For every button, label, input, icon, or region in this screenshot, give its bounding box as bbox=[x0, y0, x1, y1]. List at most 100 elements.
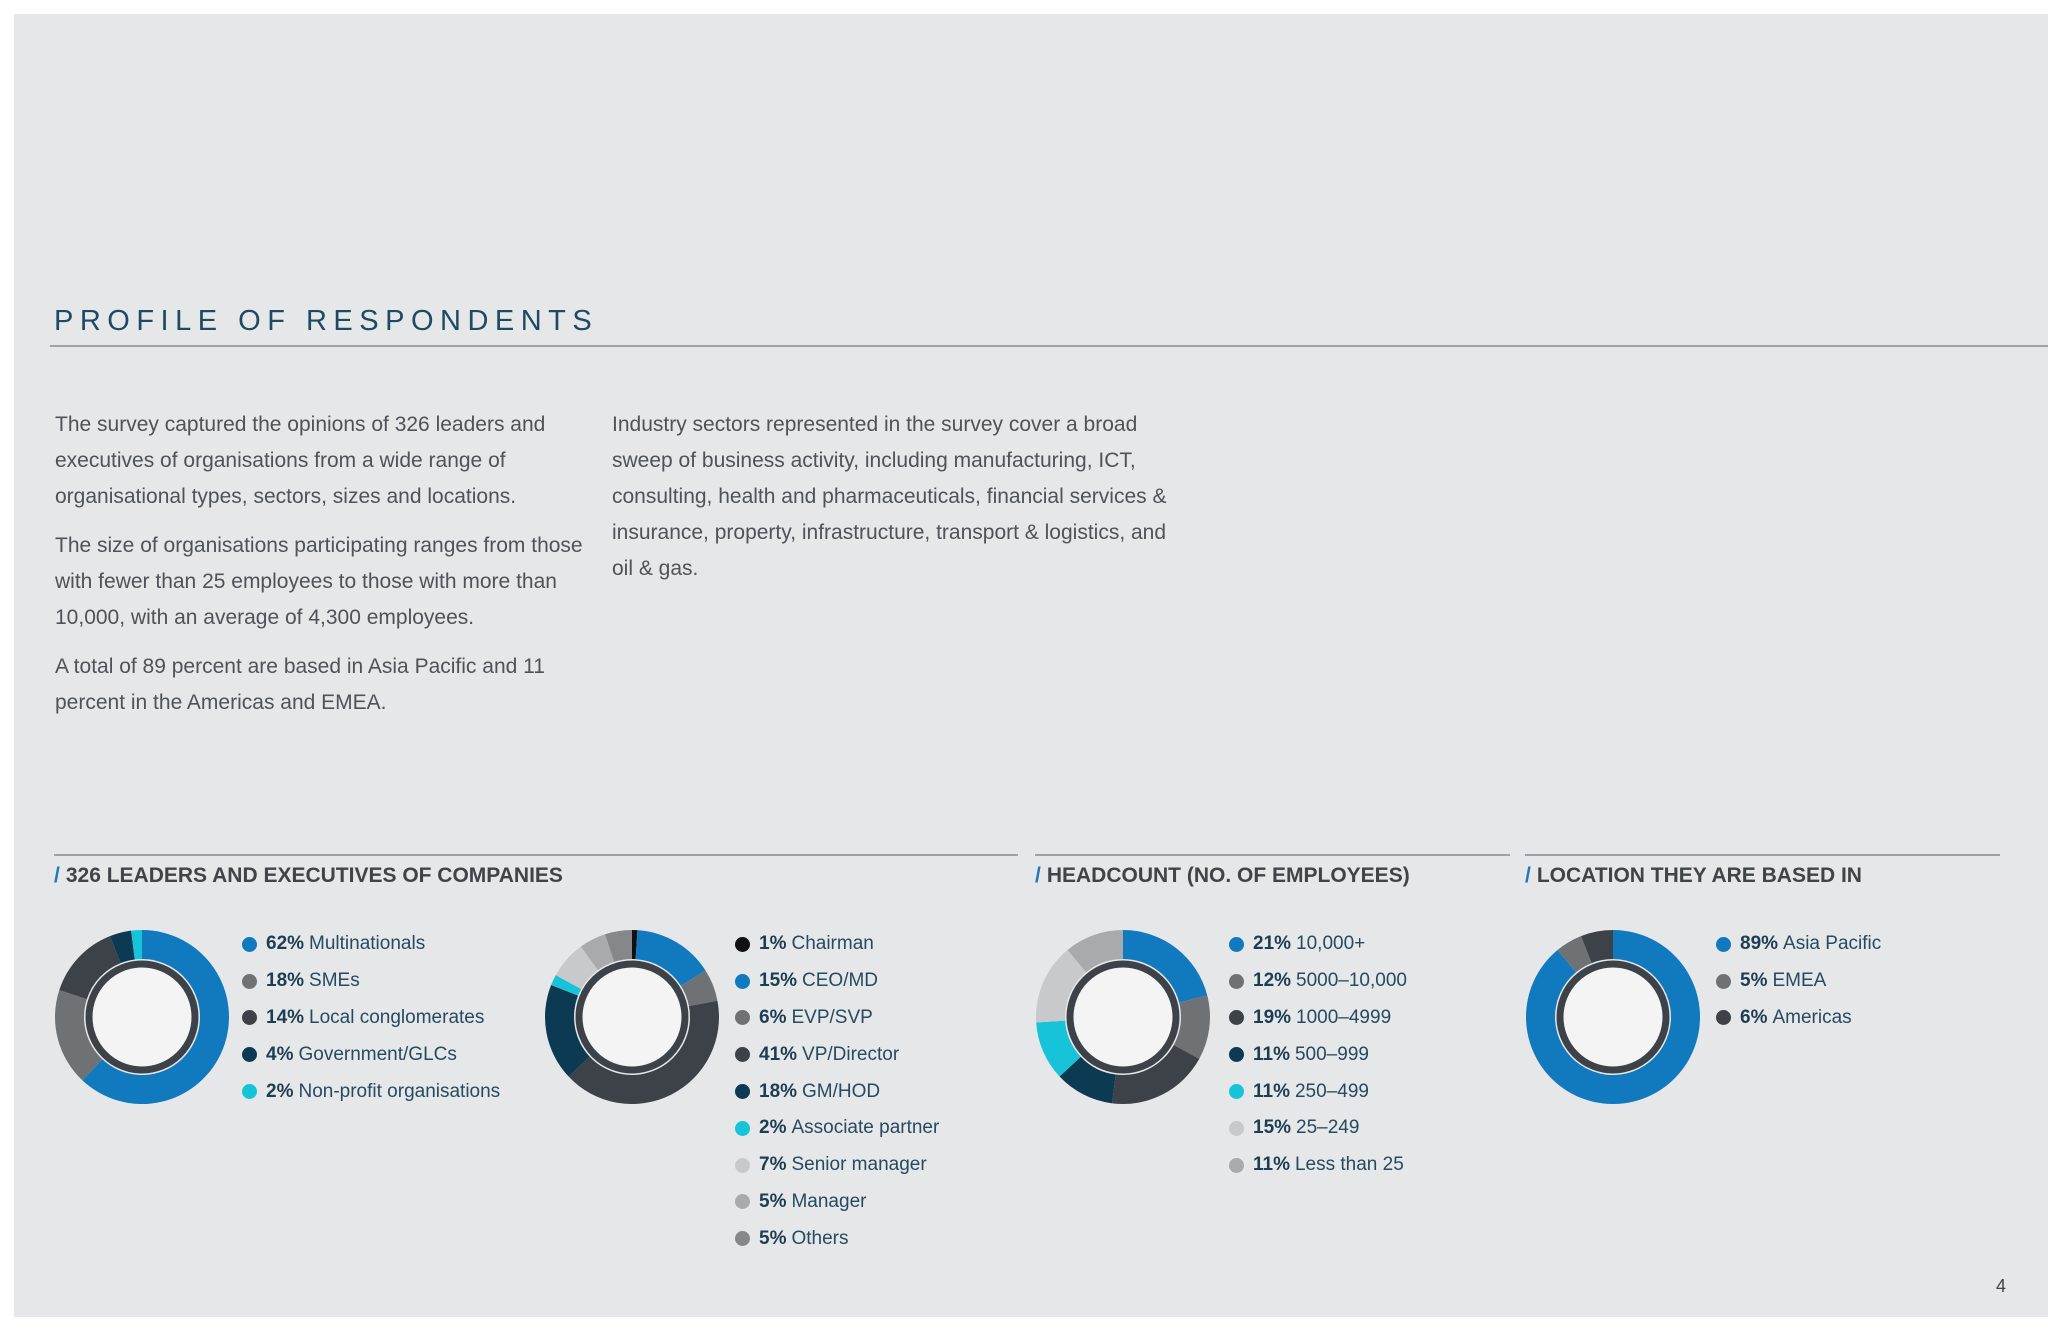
legend-label: VP/Director bbox=[802, 1043, 900, 1065]
headcount-donut-center bbox=[1066, 960, 1180, 1074]
section-divider bbox=[1525, 854, 2000, 856]
legend-swatch-icon bbox=[1229, 1084, 1244, 1100]
legend-label: Government/GLCs bbox=[298, 1043, 457, 1065]
positions-legend-item: 15% CEO/MD bbox=[735, 963, 939, 1000]
headcount-legend-item: 11% 250–499 bbox=[1229, 1073, 1407, 1110]
legend-swatch-icon bbox=[1229, 1157, 1244, 1173]
legend-percent: 6% bbox=[759, 1006, 787, 1028]
legend-swatch-icon bbox=[735, 1194, 750, 1210]
legend-swatch-icon bbox=[735, 1157, 750, 1173]
companies-legend: 62% Multinationals 18% SMEs 14% Local conglom… bbox=[242, 926, 500, 1110]
location-legend-item: 6% Americas bbox=[1716, 1000, 1881, 1037]
section-leaders: /326 LEADERS AND EXECUTIVES OF COMPANIES bbox=[54, 854, 1018, 888]
legend-swatch-icon bbox=[242, 1084, 257, 1100]
legend-percent: 18% bbox=[759, 1080, 798, 1102]
companies-slice-4 bbox=[131, 930, 142, 960]
positions-legend-item: 5% Manager bbox=[735, 1184, 939, 1221]
legend-label: Associate partner bbox=[791, 1117, 940, 1139]
companies-legend-item: 4% Government/GLCs bbox=[242, 1036, 500, 1073]
positions-legend-item: 5% Others bbox=[735, 1220, 939, 1257]
legend-swatch-icon bbox=[735, 1047, 750, 1063]
positions-legend-item: 41% VP/Director bbox=[735, 1036, 939, 1073]
intro-left-column: The survey captured the opinions of 326 … bbox=[55, 407, 585, 734]
headcount-donut-chart bbox=[1036, 930, 1210, 1104]
location-slice-2 bbox=[1580, 930, 1613, 964]
legend-percent: 18% bbox=[266, 970, 305, 992]
headcount-legend-item: 11% Less than 25 bbox=[1229, 1147, 1407, 1184]
location-donut-center bbox=[1556, 960, 1670, 1074]
legend-label: 25–249 bbox=[1296, 1117, 1360, 1139]
companies-legend-item: 14% Local conglomerates bbox=[242, 1000, 500, 1037]
legend-label: SMEs bbox=[309, 970, 360, 992]
section-title-text: HEADCOUNT (NO. OF EMPLOYEES) bbox=[1046, 864, 1410, 887]
positions-legend-item: 2% Associate partner bbox=[735, 1110, 939, 1147]
companies-donut-chart bbox=[54, 930, 230, 1104]
legend-label: Americas bbox=[1772, 1006, 1852, 1028]
location-donut-chart bbox=[1526, 930, 1700, 1104]
legend-swatch-icon bbox=[735, 1120, 750, 1136]
companies-legend-item: 18% SMEs bbox=[242, 963, 500, 1000]
legend-percent: 19% bbox=[1253, 1006, 1292, 1028]
section-title-text: 326 LEADERS AND EXECUTIVES OF COMPANIES bbox=[65, 864, 563, 887]
headcount-legend-item: 15% 25–249 bbox=[1229, 1110, 1407, 1147]
title-divider bbox=[50, 345, 2048, 347]
positions-slice-1 bbox=[635, 930, 706, 986]
positions-donut-center bbox=[575, 960, 689, 1074]
intro-paragraph: Industry sectors represented in the surv… bbox=[612, 413, 1167, 580]
section-title: / LOCATION THEY ARE BASED IN bbox=[1525, 864, 2000, 888]
intro-paragraph: The size of organisations participating … bbox=[55, 534, 583, 629]
headcount-slice-4 bbox=[1036, 1020, 1081, 1077]
legend-swatch-icon bbox=[1229, 936, 1244, 952]
legend-percent: 62% bbox=[266, 933, 305, 955]
positions-slice-0 bbox=[632, 930, 638, 960]
legend-percent: 5% bbox=[759, 1190, 787, 1212]
legend-swatch-icon bbox=[242, 1010, 257, 1026]
legend-swatch-icon bbox=[1716, 973, 1731, 989]
legend-label: Non-profit organisations bbox=[298, 1080, 501, 1102]
positions-slice-3 bbox=[568, 1000, 719, 1104]
legend-percent: 21% bbox=[1253, 933, 1292, 955]
legend-percent: 5% bbox=[1740, 970, 1768, 992]
page-number: 4 bbox=[1995, 1276, 2006, 1296]
positions-slice-7 bbox=[580, 934, 615, 971]
legend-swatch-icon bbox=[1716, 1010, 1731, 1026]
headcount-legend-item: 21% 10,000+ bbox=[1229, 926, 1407, 963]
legend-label: Others bbox=[791, 1227, 849, 1249]
legend-swatch-icon bbox=[1229, 1120, 1244, 1136]
legend-label: EVP/SVP bbox=[791, 1006, 873, 1028]
location-slice-1 bbox=[1557, 936, 1592, 973]
companies-donut-center bbox=[85, 960, 199, 1074]
positions-legend-item: 1% Chairman bbox=[735, 926, 939, 963]
legend-label: 250–499 bbox=[1294, 1080, 1369, 1102]
legend-percent: 6% bbox=[1740, 1006, 1768, 1028]
legend-swatch-icon bbox=[1229, 1010, 1244, 1026]
companies-slice-1 bbox=[54, 990, 103, 1081]
section-title: /326 LEADERS AND EXECUTIVES OF COMPANIES bbox=[54, 864, 1018, 888]
intro-right-column: Industry sectors represented in the surv… bbox=[612, 407, 1172, 600]
location-slice-0 bbox=[1526, 930, 1700, 1104]
legend-percent: 15% bbox=[1253, 1117, 1292, 1139]
legend-percent: 5% bbox=[759, 1227, 787, 1249]
intro-paragraph: The survey captured the opinions of 326 … bbox=[55, 413, 546, 508]
legend-label: CEO/MD bbox=[802, 970, 879, 992]
legend-percent: 89% bbox=[1740, 933, 1779, 955]
section-slash: / bbox=[1035, 864, 1041, 887]
legend-swatch-icon bbox=[242, 973, 257, 989]
page-title: PROFILE OF RESPONDENTS bbox=[54, 305, 599, 338]
legend-label: 10,000+ bbox=[1296, 933, 1366, 955]
positions-legend-item: 18% GM/HOD bbox=[735, 1073, 939, 1110]
legend-label: 500–999 bbox=[1294, 1043, 1369, 1065]
companies-legend-item: 62% Multinationals bbox=[242, 926, 500, 963]
section-divider bbox=[1035, 854, 1510, 856]
legend-percent: 2% bbox=[266, 1080, 294, 1102]
positions-donut-chart bbox=[545, 930, 719, 1104]
legend-percent: 11% bbox=[1253, 1154, 1290, 1176]
companies-slice-2 bbox=[59, 936, 121, 1000]
legend-swatch-icon bbox=[1229, 1047, 1244, 1063]
location-legend-item: 89% Asia Pacific bbox=[1716, 926, 1881, 963]
section-location: / LOCATION THEY ARE BASED IN bbox=[1525, 854, 2000, 888]
headcount-slice-5 bbox=[1036, 949, 1087, 1023]
section-title: / HEADCOUNT (NO. OF EMPLOYEES) bbox=[1035, 864, 1510, 888]
legend-label: Less than 25 bbox=[1294, 1154, 1404, 1176]
legend-label: 1000–4999 bbox=[1296, 1006, 1392, 1028]
